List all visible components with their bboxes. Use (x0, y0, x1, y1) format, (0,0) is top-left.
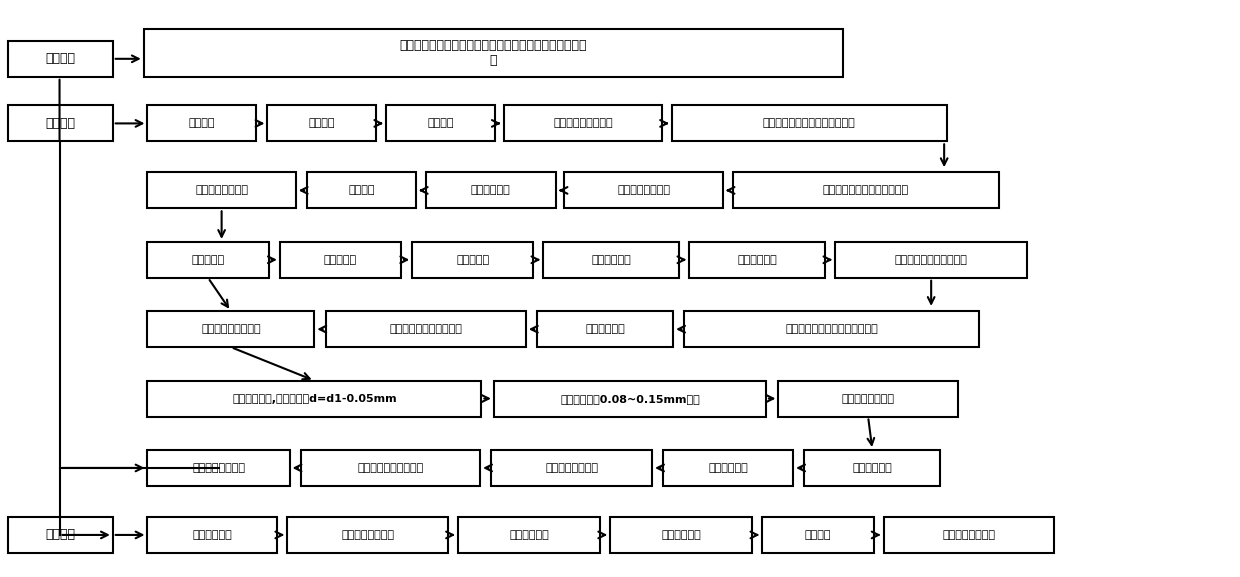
Text: 规格调整测试: 规格调整测试 (661, 530, 701, 540)
FancyBboxPatch shape (148, 381, 481, 417)
Text: 密封补偿措施: 密封补偿措施 (708, 463, 748, 473)
FancyBboxPatch shape (491, 450, 652, 486)
FancyBboxPatch shape (779, 381, 957, 417)
Text: 根据数值判定,经验公式为d=d1-0.05mm: 根据数值判定,经验公式为d=d1-0.05mm (232, 394, 397, 403)
FancyBboxPatch shape (543, 242, 680, 278)
Text: 校正贴合间隙0.08~0.15mm为宜: 校正贴合间隙0.08~0.15mm为宜 (560, 394, 699, 403)
FancyBboxPatch shape (280, 242, 401, 278)
Text: 通电调试作业: 通电调试作业 (510, 530, 549, 540)
Text: 项目告知、安全交底、工器具准备、物料准备、持证上岗
等: 项目告知、安全交底、工器具准备、物料准备、持证上岗 等 (399, 39, 587, 67)
FancyBboxPatch shape (610, 517, 753, 553)
FancyBboxPatch shape (144, 29, 843, 77)
FancyBboxPatch shape (148, 242, 269, 278)
FancyBboxPatch shape (308, 173, 415, 208)
FancyBboxPatch shape (148, 311, 315, 347)
Text: 现场拆修: 现场拆修 (45, 117, 76, 130)
Text: 紧固面板连接螺栓: 紧固面板连接螺栓 (546, 463, 598, 473)
Text: 拆电动机及其电源线: 拆电动机及其电源线 (553, 118, 613, 129)
Text: 人员处于安全区域: 人员处于安全区域 (341, 530, 394, 540)
FancyBboxPatch shape (805, 450, 940, 486)
Text: 安装销轴压板: 安装销轴压板 (585, 324, 625, 334)
Text: 停机会签摘牌确认: 停机会签摘牌确认 (942, 530, 996, 540)
FancyBboxPatch shape (386, 106, 495, 141)
FancyBboxPatch shape (733, 173, 998, 208)
FancyBboxPatch shape (663, 450, 794, 486)
FancyBboxPatch shape (537, 311, 673, 347)
Text: 定向安装压辊与定距环于销轴上: 定向安装压辊与定距环于销轴上 (785, 324, 878, 334)
FancyBboxPatch shape (494, 381, 766, 417)
Text: 安装电动机校正中心线: 安装电动机校正中心线 (357, 463, 424, 473)
FancyBboxPatch shape (148, 173, 296, 208)
Text: 作业准备: 作业准备 (45, 53, 76, 65)
Text: 轴承加注润滑油脂: 轴承加注润滑油脂 (842, 394, 894, 403)
Text: 拆除齿轮箱体侧向面板连接螺栓: 拆除齿轮箱体侧向面板连接螺栓 (763, 118, 856, 129)
Text: 连接电动机电源线: 连接电动机电源线 (192, 463, 246, 473)
FancyBboxPatch shape (763, 517, 874, 553)
FancyBboxPatch shape (564, 173, 723, 208)
Text: 清理轴承孔: 清理轴承孔 (456, 255, 490, 265)
FancyBboxPatch shape (7, 517, 113, 553)
FancyBboxPatch shape (672, 106, 946, 141)
Text: 检测压辊与凸轮间隙: 检测压辊与凸轮间隙 (201, 324, 260, 334)
Text: 拆除销轴: 拆除销轴 (348, 185, 374, 196)
Text: 紧固螺栓并采取防松措施: 紧固螺栓并采取防松措施 (389, 324, 463, 334)
FancyBboxPatch shape (7, 41, 113, 77)
FancyBboxPatch shape (148, 450, 290, 486)
Text: 定向安装销轴于轴承孔中: 定向安装销轴于轴承孔中 (895, 255, 967, 265)
Text: 取出压辊与定距环: 取出压辊与定距环 (195, 185, 248, 196)
Text: 整体拆除侧向面板并放置平稳: 整体拆除侧向面板并放置平稳 (822, 185, 909, 196)
FancyBboxPatch shape (458, 517, 600, 553)
Text: 拆孔用挡圈: 拆孔用挡圈 (191, 255, 224, 265)
FancyBboxPatch shape (884, 517, 1054, 553)
FancyBboxPatch shape (689, 242, 826, 278)
FancyBboxPatch shape (425, 173, 556, 208)
Text: 安装侧向面板: 安装侧向面板 (853, 463, 893, 473)
Text: 现场调试: 现场调试 (45, 529, 76, 541)
Text: 清理作业现场: 清理作业现场 (192, 530, 232, 540)
Text: 验证合格: 验证合格 (805, 530, 831, 540)
Text: 清理现场: 清理现场 (309, 118, 335, 129)
Text: 拆除销轴压板: 拆除销轴压板 (471, 185, 511, 196)
FancyBboxPatch shape (301, 450, 480, 486)
FancyBboxPatch shape (684, 311, 978, 347)
Text: 作业人员进入地坑: 作业人员进入地坑 (618, 185, 670, 196)
Text: 停机挂牌: 停机挂牌 (188, 118, 215, 129)
FancyBboxPatch shape (836, 242, 1027, 278)
Text: 定向安装轴承: 定向安装轴承 (591, 255, 631, 265)
FancyBboxPatch shape (412, 242, 533, 278)
FancyBboxPatch shape (148, 517, 278, 553)
FancyBboxPatch shape (503, 106, 662, 141)
FancyBboxPatch shape (288, 517, 448, 553)
FancyBboxPatch shape (326, 311, 526, 347)
FancyBboxPatch shape (148, 106, 257, 141)
Text: 区域警示: 区域警示 (428, 118, 454, 129)
Text: 安装孔用挡圈: 安装孔用挡圈 (738, 255, 777, 265)
FancyBboxPatch shape (268, 106, 376, 141)
FancyBboxPatch shape (7, 106, 113, 141)
Text: 拆滚动轴承: 拆滚动轴承 (324, 255, 357, 265)
